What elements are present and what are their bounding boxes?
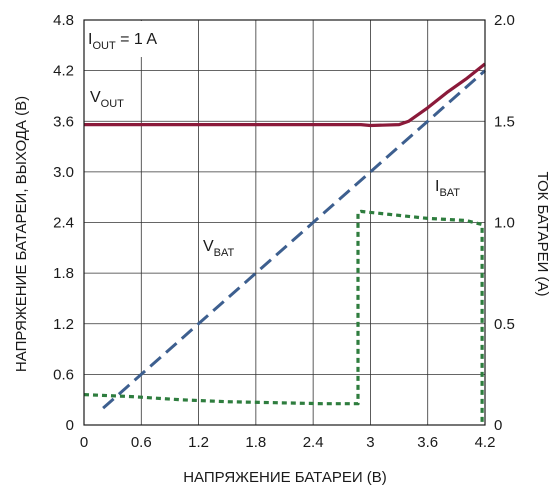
tick-labels: 0 0.6 1.2 1.8 2.4 3 3.6 4.200.61.21.82.43.03.64… — [53, 12, 515, 451]
series-label-i-bat: IBAT — [435, 178, 460, 199]
x-tick-label: 1.2 — [188, 434, 209, 451]
condition-box — [85, 21, 191, 57]
y-left-tick-label: 2.4 — [53, 215, 74, 232]
grid-lines — [84, 20, 485, 425]
y-left-tick-label: 4.8 — [53, 12, 74, 29]
x-tick-label: 1.8 — [245, 434, 266, 451]
y-right-tick-label: 1.0 — [494, 215, 515, 232]
x-tick-label: 3 — [366, 434, 374, 451]
x-tick-label: 0.6 — [131, 434, 152, 451]
y-left-tick-label: 1.2 — [53, 316, 74, 333]
x-axis-title: НАПРЯЖЕНИЕ БАТАРЕИ (В) — [183, 469, 387, 486]
series-label-v-out: VOUT — [90, 89, 124, 110]
condition-label: IOUT = 1 A — [88, 31, 157, 52]
y-right-tick-label: 2.0 — [494, 12, 515, 29]
y-left-tick-label: 0 — [66, 417, 74, 434]
y-axis-right-title: ТОК БАТАРЕИ (А) — [534, 171, 550, 296]
series-line-v-out — [84, 62, 486, 128]
x-tick-label: 0 — [80, 434, 88, 451]
series-line-v-bat — [102, 69, 486, 410]
y-left-tick-label: 3.0 — [53, 164, 74, 181]
x-tick-label: 3.6 — [417, 434, 438, 451]
x-tick-label: 2.4 — [303, 434, 324, 451]
y-right-tick-label: 0 — [494, 417, 502, 434]
plot-frame — [83, 19, 486, 426]
series-lines — [83, 62, 486, 425]
x-tick-label: 4.2 — [475, 434, 496, 451]
y-left-tick-label: 4.2 — [53, 63, 74, 80]
y-left-tick-label: 0.6 — [53, 366, 74, 383]
series-line-i-bat — [83, 209, 484, 425]
y-left-tick-label: 1.8 — [53, 265, 74, 282]
y-right-tick-label: 0.5 — [494, 316, 515, 333]
annotations: VOUT VBAT IBAT IOUT = 1 A — [85, 21, 460, 259]
y-axis-left-title: НАПРЯЖЕНИЕ БАТАРЕИ, ВЫХОДА (В) — [13, 96, 30, 372]
y-left-tick-label: 3.6 — [53, 113, 74, 130]
series-label-v-bat: VBAT — [203, 238, 235, 259]
y-right-tick-label: 1.5 — [494, 113, 515, 130]
